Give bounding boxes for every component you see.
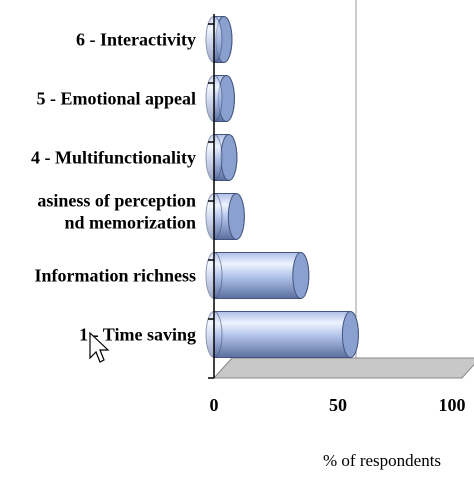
bar-body [213, 311, 359, 358]
category-label: Information richness [35, 266, 197, 286]
bar-cap [227, 193, 245, 240]
category-label-line: Information richness [35, 266, 197, 286]
plot-background [212, 0, 474, 379]
x-tick-label: 50 [329, 395, 347, 415]
category-label: 6 - Interactivity [76, 30, 196, 50]
bar [205, 16, 233, 63]
x-tick-label: 100 [439, 395, 466, 415]
category-label: 5 - Emotional appeal [36, 89, 196, 109]
bar [205, 252, 310, 299]
category-label-line: nd memorization [65, 213, 196, 233]
category-label-line: 6 - Interactivity [76, 30, 196, 50]
category-label-line: 5 - Emotional appeal [36, 89, 196, 109]
category-label-line: 4 - Multifunctionality [31, 148, 196, 168]
x-axis-title: % of respondents [323, 451, 441, 470]
category-label: 4 - Multifunctionality [31, 148, 196, 168]
category-label: 1 - Time saving [79, 325, 196, 345]
chart-floor [212, 357, 474, 379]
axes [208, 14, 215, 379]
x-tick-labels: 0 50 100 [210, 395, 466, 415]
bar-cap [341, 311, 359, 358]
bar-cap [220, 134, 238, 181]
category-labels: 1 - Time saving Information richness asine… [31, 30, 196, 345]
bar [205, 193, 245, 240]
x-tick-label: 0 [210, 395, 219, 415]
bar-cap [292, 252, 310, 299]
category-label-line: 1 - Time saving [79, 325, 196, 345]
bar-series [205, 16, 359, 358]
mouse-cursor-icon [89, 331, 110, 363]
category-label-line: asiness of perception [37, 191, 196, 211]
category-label: asiness of perception nd memorization [37, 191, 196, 233]
bar [205, 311, 359, 358]
